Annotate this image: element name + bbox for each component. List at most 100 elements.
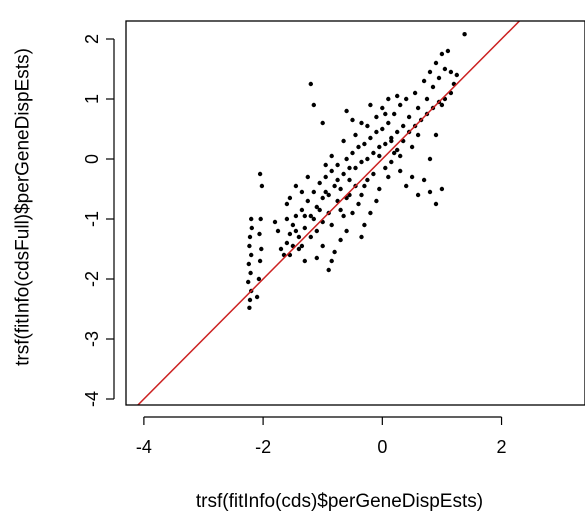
data-point <box>433 201 439 207</box>
y-tick-label: 1 <box>82 94 102 104</box>
data-point <box>259 183 265 189</box>
x-axis: -4 -2 0 2 <box>136 416 507 457</box>
data-point <box>365 123 370 129</box>
data-point <box>386 174 391 180</box>
data-point <box>421 78 427 84</box>
data-point <box>445 48 451 54</box>
data-point <box>439 186 445 192</box>
data-point <box>314 228 319 234</box>
data-point <box>395 93 400 99</box>
y-tick-label: -3 <box>82 331 102 347</box>
data-point <box>247 297 253 303</box>
data-point <box>249 225 254 231</box>
data-point <box>439 102 445 108</box>
data-point <box>299 207 305 213</box>
data-point <box>284 216 290 222</box>
data-point <box>257 171 263 177</box>
data-point <box>296 246 302 252</box>
data-point <box>326 192 331 198</box>
data-point <box>350 150 355 156</box>
data-point <box>332 183 337 189</box>
data-point <box>392 111 397 117</box>
x-tick-label: 2 <box>497 437 507 457</box>
data-point <box>362 141 367 147</box>
data-point <box>389 159 394 165</box>
data-point <box>341 138 346 144</box>
data-point <box>359 234 364 240</box>
data-point <box>302 258 307 264</box>
data-point <box>329 168 334 174</box>
data-point <box>311 189 316 195</box>
data-point <box>383 141 388 147</box>
data-point <box>299 189 305 195</box>
data-point <box>350 117 355 123</box>
data-point <box>249 252 254 258</box>
data-point <box>362 222 367 228</box>
data-point <box>278 246 284 252</box>
data-point <box>258 216 263 222</box>
data-point <box>317 180 322 186</box>
data-point <box>284 240 290 246</box>
data-point <box>246 261 251 267</box>
data-point <box>311 102 316 108</box>
y-tick-label: 2 <box>82 34 102 44</box>
data-point <box>259 246 264 252</box>
data-point <box>338 237 343 243</box>
data-point <box>350 210 355 216</box>
data-point <box>404 96 409 102</box>
data-point <box>293 228 299 234</box>
y-tick-label: 0 <box>82 154 102 164</box>
data-point <box>305 174 310 180</box>
data-point <box>256 276 262 282</box>
data-point <box>341 171 346 177</box>
data-point <box>254 294 260 300</box>
data-point <box>448 69 454 75</box>
data-point <box>374 129 379 135</box>
data-point <box>323 174 328 180</box>
data-point <box>386 120 391 126</box>
reference-line-layer <box>136 21 521 405</box>
data-point <box>398 153 403 159</box>
data-point <box>424 96 430 102</box>
data-point <box>329 222 334 228</box>
data-point <box>371 150 376 156</box>
data-point <box>406 114 412 120</box>
data-point <box>359 159 364 165</box>
data-point <box>326 267 331 273</box>
data-point <box>248 270 253 276</box>
data-point <box>415 192 421 198</box>
data-point <box>383 165 388 171</box>
data-point <box>344 108 349 114</box>
data-point <box>329 153 334 159</box>
data-point <box>433 60 439 66</box>
data-point <box>338 207 343 213</box>
data-point <box>409 144 415 150</box>
data-point <box>356 201 361 207</box>
x-axis-label: trsf(fitInfo(cds)$perGeneDispEsts) <box>196 491 483 512</box>
data-point <box>371 171 376 177</box>
data-point <box>386 96 391 102</box>
identity-line <box>136 21 521 405</box>
data-point <box>365 177 370 183</box>
data-point <box>344 156 349 162</box>
data-point <box>332 249 337 255</box>
data-point <box>427 69 433 75</box>
data-point <box>395 147 400 153</box>
data-point <box>427 156 433 162</box>
data-point <box>421 177 427 183</box>
data-point <box>377 144 382 150</box>
data-point <box>305 198 310 204</box>
data-point <box>272 219 278 225</box>
data-point <box>308 234 313 240</box>
data-point <box>293 213 299 219</box>
data-point <box>314 204 319 210</box>
data-point <box>433 132 439 138</box>
y-axis-label: trsf(fitInfo(cdsFull)$perGeneDispEsts) <box>13 48 34 366</box>
data-point <box>409 174 415 180</box>
data-point <box>299 243 305 249</box>
data-point <box>302 213 307 219</box>
data-point <box>296 234 302 240</box>
data-point <box>323 162 328 168</box>
